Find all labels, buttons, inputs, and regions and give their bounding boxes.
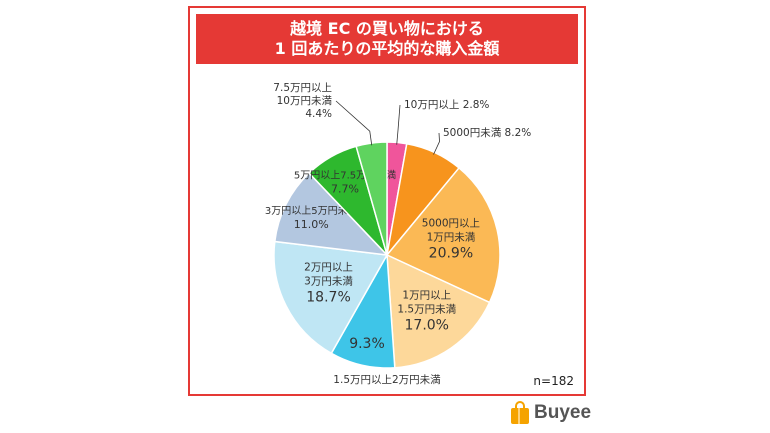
slice-category: 1万円以上 (402, 290, 451, 302)
slice-label: 2万円以上 3万円未満 18.7% (304, 262, 353, 306)
pie-slice (386, 253, 491, 369)
pie-chart: 10万円以上 2.8% 5000円未満 8.2% 5000円以上 1万円未満 20.9%… (265, 82, 531, 386)
chart-title-line-2: 1 回あたりの平均的な購入金額 (274, 39, 500, 58)
leader-line (396, 104, 401, 145)
pie-slice (385, 166, 501, 304)
slice-percent: 20.9% (429, 246, 473, 262)
slice-category: 5000円以上 (422, 218, 480, 230)
slice-label: 9.3% 1.5万円以上2万円未満 (333, 336, 441, 386)
slice-percent: 7.7% (331, 182, 359, 195)
slice-label: 5000円以上 1万円未満 20.9% (422, 218, 480, 262)
leader-line (335, 100, 373, 146)
slice-percent: 4.4% (305, 108, 332, 120)
pie-slice (273, 172, 389, 256)
slice-label-text: 5000円未満 8.2% (443, 127, 531, 139)
slice-percent: 9.3% (349, 336, 385, 352)
sample-size-label: n=182 (533, 374, 574, 388)
brand-name: Buyee (534, 402, 592, 423)
pie-slice (273, 240, 389, 355)
slice-category: 1.5万円以上2万円未満 (333, 374, 441, 386)
shopping-bag-icon (511, 401, 529, 424)
slice-category: 7.5万円以上 (273, 82, 332, 94)
leader-line (433, 132, 440, 155)
slice-category: 3万円未満 (304, 276, 353, 288)
slice-label-text: 10万円以上 2.8% (404, 99, 489, 111)
slice-category: 2万円以上 (304, 262, 353, 274)
slice-category: 10万円未満 (277, 95, 333, 107)
slice-category: 1万円未満 (427, 232, 476, 244)
slice-category: 1.5万円未満 (397, 304, 456, 316)
slice-label: 1万円以上 1.5万円未満 17.0% (397, 290, 456, 334)
chart-card: 越境 EC の買い物における 1 回あたりの平均的な購入金額 10万円以上 2.… (188, 6, 586, 396)
slice-category: 3万円以上5万円未満 (265, 205, 358, 217)
slice-percent: 11.0% (294, 218, 329, 231)
slice-percent: 18.7% (306, 290, 350, 306)
chart-title: 越境 EC の買い物における 1 回あたりの平均的な購入金額 (196, 14, 578, 64)
chart-title-line-1: 越境 EC の買い物における (290, 19, 484, 38)
slice-label: 10万円以上 2.8% (396, 99, 489, 145)
brand-logo: Buyee (509, 400, 591, 426)
slice-label: 5000円未満 8.2% (433, 127, 531, 155)
slice-percent: 17.0% (405, 318, 449, 334)
